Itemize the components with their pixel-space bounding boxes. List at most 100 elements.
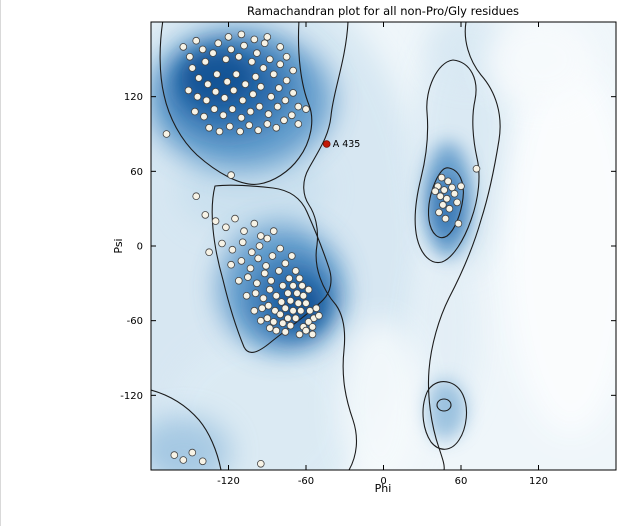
residue-point xyxy=(315,311,323,320)
residue-point xyxy=(188,64,197,72)
residue-point xyxy=(281,96,290,105)
residue-point xyxy=(250,35,259,44)
residue-point xyxy=(218,239,226,248)
residue-point xyxy=(267,276,275,285)
residue-point xyxy=(254,126,263,135)
residue-point xyxy=(259,294,268,303)
residue-point xyxy=(289,66,297,75)
residue-point xyxy=(198,457,207,466)
x-tick-label: 0 xyxy=(380,476,386,487)
residue-point xyxy=(191,107,199,116)
residue-point xyxy=(162,130,171,138)
residue-point xyxy=(209,49,217,57)
residue-point xyxy=(211,87,220,96)
residue-point xyxy=(282,76,291,85)
residue-point xyxy=(442,194,451,203)
residue-point xyxy=(445,204,454,213)
residue-point xyxy=(289,306,297,315)
residue-point xyxy=(179,456,188,464)
residue-point xyxy=(294,120,303,128)
residue-point xyxy=(201,57,210,66)
residue-point xyxy=(272,291,281,300)
residue-point xyxy=(264,301,273,310)
residue-point xyxy=(198,45,207,54)
residue-point xyxy=(271,306,279,315)
y-tick-label: -60 xyxy=(127,316,143,327)
residue-point xyxy=(260,269,269,278)
residue-point xyxy=(228,105,237,113)
contour-lower-right-blob xyxy=(422,381,468,450)
residue-point xyxy=(226,122,234,131)
residue-point xyxy=(205,124,213,132)
residue-point xyxy=(251,289,260,298)
residue-point xyxy=(195,74,203,82)
y-axis-label: Psi xyxy=(112,238,125,253)
contour-bottom-left xyxy=(151,389,222,470)
residue-point xyxy=(232,70,241,79)
residue-point xyxy=(298,281,306,290)
residue-point xyxy=(238,238,247,247)
residue-point xyxy=(437,173,446,182)
residue-point xyxy=(265,285,274,294)
residue-point xyxy=(265,55,274,64)
residue-point xyxy=(299,291,308,300)
contour-alpha-inner xyxy=(211,184,332,353)
residue-point xyxy=(250,219,259,228)
residue-point xyxy=(193,92,202,101)
residue-point xyxy=(308,323,317,331)
residue-point xyxy=(188,448,197,457)
residue-point xyxy=(302,326,310,335)
residue-point xyxy=(304,318,313,326)
residue-point xyxy=(250,306,259,315)
residue-point xyxy=(436,192,445,201)
residue-point xyxy=(256,82,265,91)
residue-point xyxy=(291,314,300,323)
residue-point xyxy=(269,318,278,326)
y-tick-label: 0 xyxy=(137,242,143,253)
residue-point xyxy=(281,259,290,268)
residue-point xyxy=(249,90,257,98)
residue-point xyxy=(205,248,213,257)
residue-point xyxy=(202,96,211,105)
residue-point xyxy=(213,70,221,79)
scatter-points: A 435 xyxy=(162,30,481,468)
residue-point xyxy=(287,111,296,120)
residue-point xyxy=(273,102,282,111)
plot-title: Ramachandran plot for all non-Pro/Gly re… xyxy=(247,4,519,18)
residue-point xyxy=(241,80,250,88)
residue-point xyxy=(223,77,232,86)
residue-point xyxy=(263,234,272,243)
residue-point xyxy=(295,330,304,339)
residue-point xyxy=(263,314,272,323)
residue-point xyxy=(229,86,238,95)
residue-point xyxy=(254,254,263,263)
residue-point xyxy=(304,285,313,294)
residue-point xyxy=(251,73,260,81)
contour-lines xyxy=(151,22,501,470)
residue-point xyxy=(444,177,452,186)
residue-point xyxy=(219,111,228,120)
residue-point xyxy=(435,208,443,217)
residue-point xyxy=(282,52,291,61)
x-tick-label: 120 xyxy=(529,476,548,487)
residue-point xyxy=(211,217,220,225)
residue-point xyxy=(235,276,243,285)
residue-point xyxy=(263,120,272,128)
contour-lower-right-core xyxy=(436,398,452,412)
residue-point xyxy=(275,267,283,275)
residue-point xyxy=(231,214,239,223)
residue-point xyxy=(295,274,304,283)
residue-point xyxy=(242,291,251,300)
residue-point xyxy=(192,192,201,201)
residue-point xyxy=(255,242,264,250)
residue-point xyxy=(284,289,292,298)
residue-point xyxy=(184,86,193,95)
residue-point xyxy=(253,279,261,288)
residue-point xyxy=(287,252,296,260)
x-tick-label: -120 xyxy=(217,476,240,487)
residue-point xyxy=(204,80,212,88)
residue-point xyxy=(246,107,255,116)
residue-point xyxy=(246,264,255,273)
residue-point xyxy=(258,304,266,313)
